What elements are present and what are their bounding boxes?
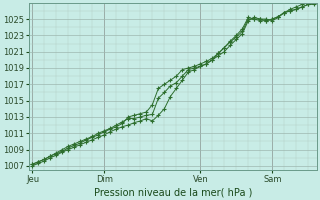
X-axis label: Pression niveau de la mer( hPa ): Pression niveau de la mer( hPa ) <box>94 187 252 197</box>
